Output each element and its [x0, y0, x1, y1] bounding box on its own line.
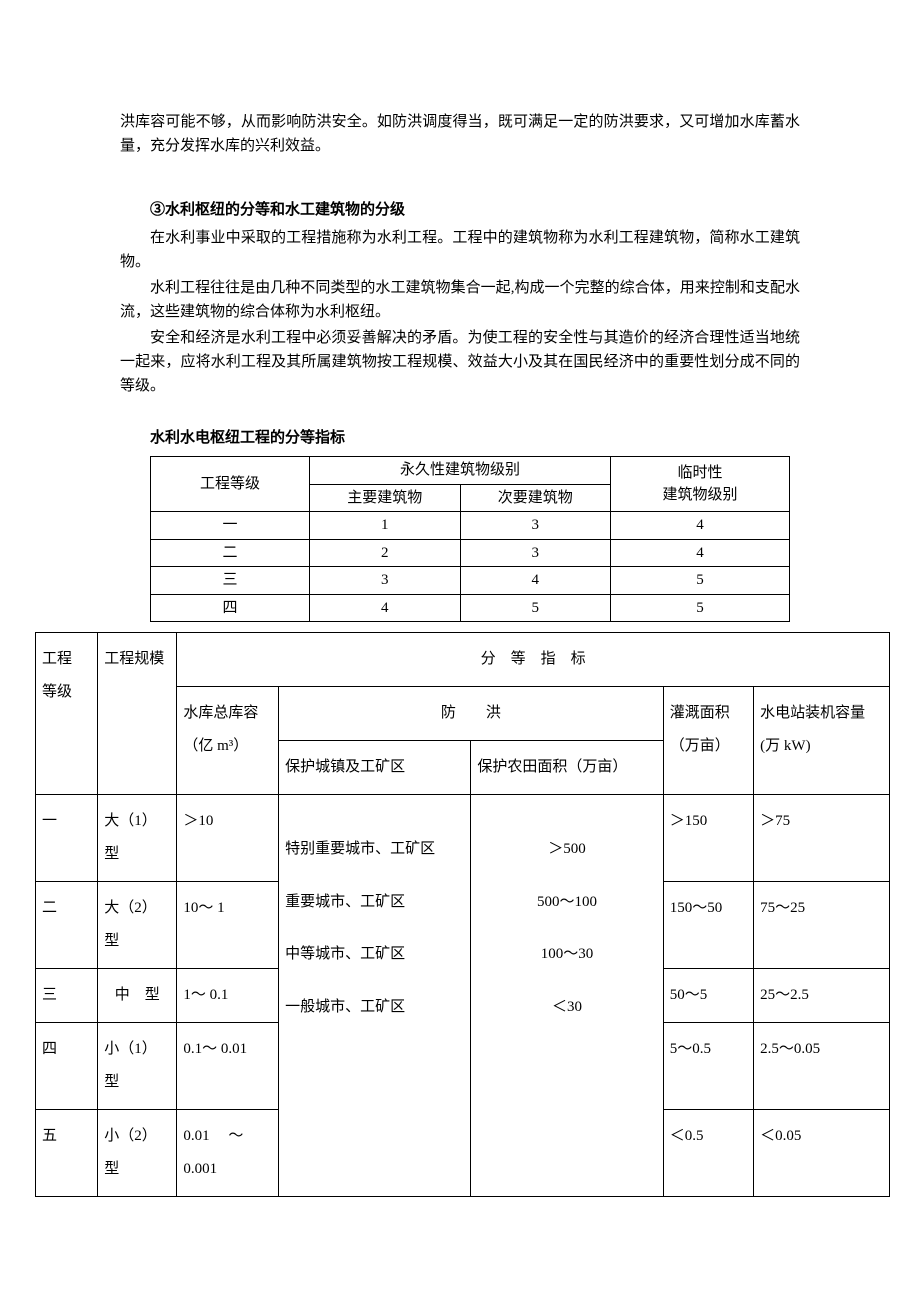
cell: 二: [36, 882, 98, 969]
cell: 3: [310, 567, 461, 595]
th-irrig: 灌溉面积 （万亩）: [663, 687, 753, 795]
cell: 4: [611, 539, 790, 567]
table1-caption: 水利水电枢纽工程的分等指标: [120, 426, 800, 450]
cell: 小（2）型: [98, 1110, 177, 1197]
cell: 三: [151, 567, 310, 595]
cell: 4: [310, 594, 461, 622]
table2: 工程 等级 工程规模 分 等 指 标 水库总库容 （亿 m³） 防 洪 灌溉面积…: [35, 632, 890, 1197]
cell: 150～50: [663, 882, 753, 969]
th-temp-l1: 临时性: [677, 465, 722, 481]
cell: 2: [310, 539, 461, 567]
cell: 75～25: [754, 882, 890, 969]
cell-farm-merged: ＞500 500～100 100～30 ＜30: [471, 795, 663, 1197]
th-main: 主要建筑物: [310, 484, 461, 512]
th-grade: 工程 等级: [36, 633, 98, 795]
cell: ＞10: [177, 795, 279, 882]
cell-city-merged: 特别重要城市、工矿区 重要城市、工矿区 中等城市、工矿区 一般城市、工矿区: [279, 795, 471, 1197]
cell: 三: [36, 969, 98, 1023]
cell: 3: [460, 539, 611, 567]
table-row: 三 3 4 5: [151, 567, 790, 595]
cell: 一: [36, 795, 98, 882]
cell: 3: [460, 512, 611, 540]
th-city: 保护城镇及工矿区: [279, 741, 471, 795]
cell: 1～ 0.1: [177, 969, 279, 1023]
cell: 10～ 1: [177, 882, 279, 969]
cell: ＜0.5: [663, 1110, 753, 1197]
th-farm: 保护农田面积（万亩）: [471, 741, 663, 795]
section3-p2: 水利工程往往是由几种不同类型的水工建筑物集合一起,构成一个完整的综合体，用来控制…: [120, 276, 800, 324]
cell: 2.5～0.05: [754, 1023, 890, 1110]
th-grade-l1: 工程: [42, 651, 72, 667]
th-flood: 防 洪: [279, 687, 664, 741]
table-row: 工程等级 永久性建筑物级别 临时性 建筑物级别: [151, 457, 790, 485]
cell: 4: [611, 512, 790, 540]
th-irrig-l1: 灌溉面积: [670, 705, 730, 721]
cell: 二: [151, 539, 310, 567]
cell: 大（1）型: [98, 795, 177, 882]
cell: 50～5: [663, 969, 753, 1023]
page-root: 洪库容可能不够，从而影响防洪安全。如防洪调度得当，既可满足一定的防洪要求，又可增…: [0, 0, 920, 1237]
th-capacity-l2: （亿 m³）: [183, 738, 248, 754]
table1: 工程等级 永久性建筑物级别 临时性 建筑物级别 主要建筑物 次要建筑物 一 1 …: [150, 456, 790, 622]
cell: 5: [611, 594, 790, 622]
th-temp-l2: 建筑物级别: [662, 487, 737, 503]
cell: ＞150: [663, 795, 753, 882]
cell: 0.01 ～ 0.001: [177, 1110, 279, 1197]
th-capacity: 水库总库容 （亿 m³）: [177, 687, 279, 795]
th-indicator: 分 等 指 标: [177, 633, 890, 687]
th-capacity-l1: 水库总库容: [183, 705, 258, 721]
table-row: 一 1 3 4: [151, 512, 790, 540]
table-row: 工程 等级 工程规模 分 等 指 标: [36, 633, 890, 687]
cell: 5: [611, 567, 790, 595]
intro-paragraph: 洪库容可能不够，从而影响防洪安全。如防洪调度得当，既可满足一定的防洪要求，又可增…: [120, 110, 800, 158]
table-row: 四 4 5 5: [151, 594, 790, 622]
th-power: 水电站装机容量 (万 kW): [754, 687, 890, 795]
th-irrig-l2: （万亩）: [670, 738, 730, 754]
table-row: 二 2 3 4: [151, 539, 790, 567]
cell: 25～2.5: [754, 969, 890, 1023]
th-permanent: 永久性建筑物级别: [310, 457, 611, 485]
cell: 0.1～ 0.01: [177, 1023, 279, 1110]
section3-heading: ③水利枢纽的分等和水工建筑物的分级: [120, 198, 800, 222]
cell: 五: [36, 1110, 98, 1197]
cell: 四: [36, 1023, 98, 1110]
section3-p1: 在水利事业中采取的工程措施称为水利工程。工程中的建筑物称为水利工程建筑物，简称水…: [120, 226, 800, 274]
th-sec: 次要建筑物: [460, 484, 611, 512]
cell: 5: [460, 594, 611, 622]
cell: ＞75: [754, 795, 890, 882]
cell: 一: [151, 512, 310, 540]
th-grade: 工程等级: [151, 457, 310, 512]
cell: 5～0.5: [663, 1023, 753, 1110]
cell: 小（1）型: [98, 1023, 177, 1110]
cell: ＜0.05: [754, 1110, 890, 1197]
section3-p3: 安全和经济是水利工程中必须妥善解决的矛盾。为使工程的安全性与其造价的经济合理性适…: [120, 326, 800, 398]
th-scale: 工程规模: [98, 633, 177, 795]
th-grade-l2: 等级: [42, 684, 72, 700]
cell: 中 型: [98, 969, 177, 1023]
cell: 四: [151, 594, 310, 622]
cell: 1: [310, 512, 461, 540]
th-temp: 临时性 建筑物级别: [611, 457, 790, 512]
cell: 大（2）型: [98, 882, 177, 969]
table2-wrap: 工程 等级 工程规模 分 等 指 标 水库总库容 （亿 m³） 防 洪 灌溉面积…: [35, 632, 890, 1197]
table-row: 一 大（1）型 ＞10 特别重要城市、工矿区 重要城市、工矿区 中等城市、工矿区…: [36, 795, 890, 882]
cell: 4: [460, 567, 611, 595]
